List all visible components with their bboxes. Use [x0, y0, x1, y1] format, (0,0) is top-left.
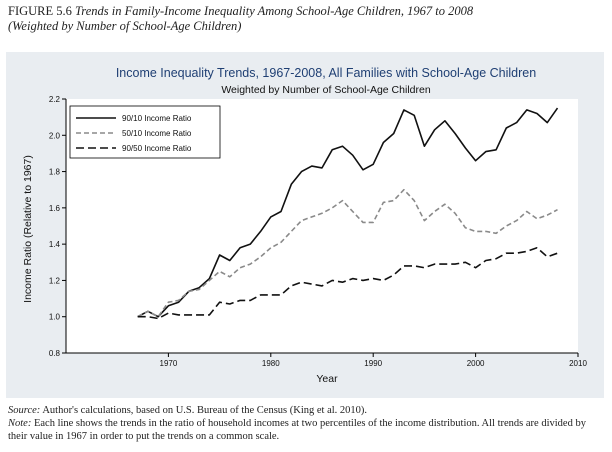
x-tick-label: 2010: [569, 359, 587, 368]
legend-label: 90/10 Income Ratio: [122, 114, 192, 123]
figure-caption: FIGURE 5.6 Trends in Family-Income Inequ…: [8, 4, 604, 34]
y-axis-label: Income Ratio (Relative to 1967): [22, 155, 34, 303]
series-line-1: [137, 107, 559, 318]
y-tick-label: 1.8: [49, 168, 61, 177]
source-line: Source: Author's calculations, based on …: [8, 404, 604, 417]
x-tick-label: 1980: [262, 359, 280, 368]
x-tick-label: 1990: [364, 359, 382, 368]
y-tick-label: 1.2: [49, 276, 61, 285]
y-tick-label: 2.0: [49, 131, 61, 140]
source-text: Author's calculations, based on U.S. Bur…: [42, 405, 368, 416]
legend-box: [69, 105, 221, 159]
x-ticks: 1970 1980 1990 2000 2010: [160, 353, 587, 368]
y-tick-label: 1.4: [49, 240, 61, 249]
series-line-3: [137, 247, 558, 320]
chart-title: Income Inequality Trends, 1967-2008, All…: [116, 66, 536, 80]
y-tick-label: 2.2: [49, 95, 61, 104]
line-chart: Income Inequality Trends, 1967-2008, All…: [22, 66, 587, 385]
x-tick-label: 1970: [160, 359, 178, 368]
x-axis-label: Year: [316, 373, 338, 385]
series-line-2: [137, 188, 558, 318]
note-label: Note:: [8, 418, 32, 429]
figure-title: Trends in Family-Income Inequality Among…: [75, 4, 474, 18]
y-ticks: 0.8 1.0 1.2 1.4 1.6 1.8 2.0 2.2: [49, 95, 66, 358]
y-tick-label: 1.0: [49, 313, 61, 322]
source-label: Source:: [8, 405, 41, 416]
y-tick-label: 0.8: [49, 349, 61, 358]
note-text: Each line shows the trends in the ratio …: [8, 418, 586, 442]
legend: 90/10 Income Ratio 50/10 Income Ratio 90/5…: [69, 105, 221, 159]
chart-panel: Income Inequality Trends, 1967-2008, All…: [6, 52, 604, 398]
legend-label: 50/10 Income Ratio: [122, 129, 192, 138]
series-group: [137, 107, 559, 320]
figure-subtitle: (Weighted by Number of School-Age Childr…: [8, 19, 242, 33]
x-tick-label: 2000: [467, 359, 485, 368]
figure-title-line: FIGURE 5.6 Trends in Family-Income Inequ…: [8, 4, 604, 19]
y-tick-label: 1.6: [49, 204, 61, 213]
figure-number: FIGURE 5.6: [8, 4, 72, 18]
chart-subtitle: Weighted by Number of School-Age Childre…: [221, 84, 430, 96]
note-line: Note: Each line shows the trends in the …: [8, 417, 604, 443]
source-notes: Source: Author's calculations, based on …: [8, 404, 604, 443]
legend-label: 90/50 Income Ratio: [122, 144, 192, 153]
